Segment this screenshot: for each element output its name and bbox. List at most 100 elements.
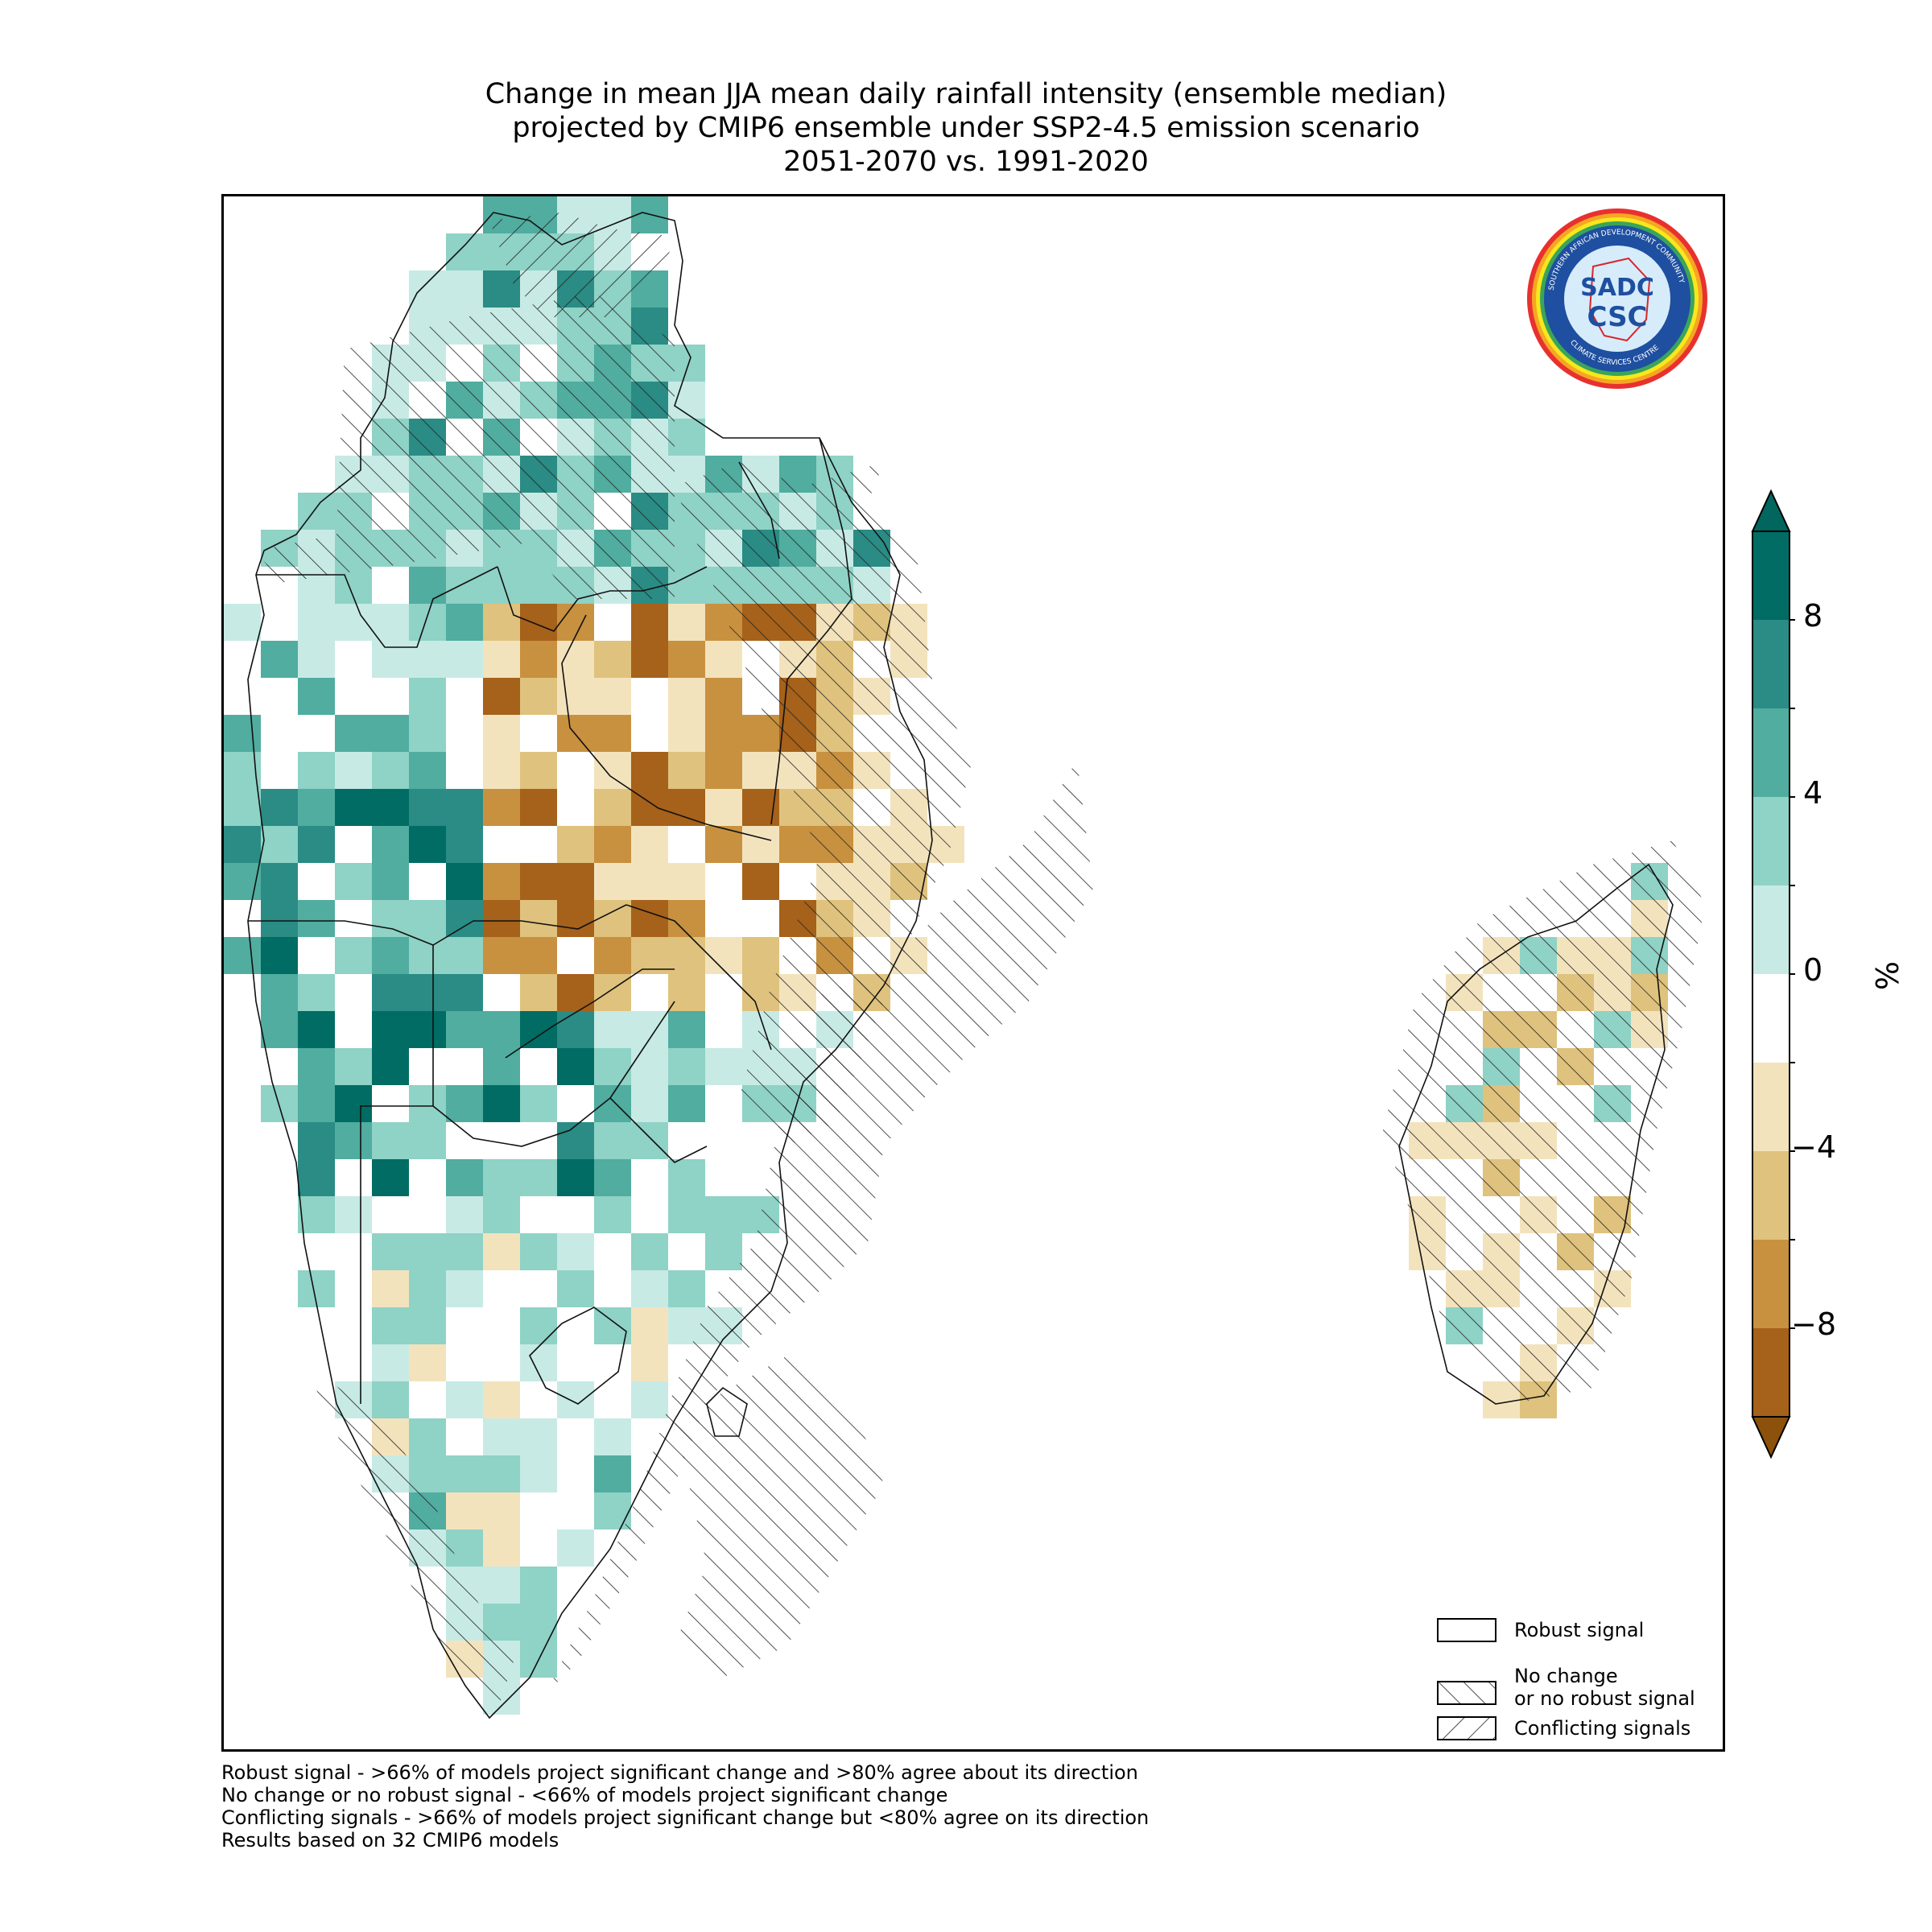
grid-cell [409,752,446,789]
grid-cell [594,1122,631,1159]
colorbar-unit-label: % [1870,960,1905,991]
grid-cell [520,604,557,641]
grid-cell [520,1011,557,1048]
grid-cell [335,1085,372,1122]
grid-cell [446,715,483,752]
grid-cell [483,974,520,1011]
grid-cell [668,752,705,789]
grid-cell [557,1011,594,1048]
grid-cell [335,900,372,937]
grid-cell [594,826,631,863]
grid-cell [594,1085,631,1122]
grid-cell [631,715,668,752]
grid-cell [298,1085,335,1122]
grid-cell [631,900,668,937]
grid-cell [224,863,261,900]
grid-cell [409,567,446,604]
grid-cell [520,900,557,937]
grid-cell [594,1196,631,1233]
grid-cell [594,1270,631,1307]
grid-cell [594,789,631,826]
grid-cell [409,641,446,678]
grid-cell [261,715,298,752]
grid-cell [483,567,520,604]
grid-cell [742,826,779,863]
grid-cell [335,937,372,974]
grid-cell [446,270,483,308]
footnote-4: Results based on 32 CMIP6 models [221,1829,559,1852]
grid-cell [298,1011,335,1048]
grid-cell [409,1196,446,1233]
grid-cell [446,567,483,604]
grid-cell [520,1455,557,1492]
grid-cell [742,937,779,974]
grid-cell [224,900,261,937]
colorbar-tick-4: 4 [1803,775,1823,811]
colorbar-segment [1752,797,1790,886]
grid-cell [335,715,372,752]
colorbar-under-extension [1751,1416,1791,1459]
title-line-3: 2051-2070 vs. 1991-2020 [783,146,1149,178]
grid-cell [668,937,705,974]
grid-cell [668,641,705,678]
hatch-region-east-africa [675,462,972,1146]
grid-cell [668,826,705,863]
grid-cell [631,1159,668,1196]
colorbar-tick-minus-8: −8 [1791,1307,1837,1342]
grid-cell [224,715,261,752]
grid-cell [224,789,261,826]
grid-cell [446,678,483,715]
title-line-1: Change in mean JJA mean daily rainfall i… [485,78,1447,110]
grid-cell [409,715,446,752]
hatch-region-south-africa-west [304,1364,514,1710]
grid-cell [446,1455,483,1492]
grid-cell [335,1233,372,1270]
grid-cell [520,974,557,1011]
grid-cell [705,1159,742,1196]
grid-cell [557,900,594,937]
grid-cell [520,1048,557,1085]
grid-cell [668,863,705,900]
grid-cell [520,1567,557,1604]
grid-cell [594,641,631,678]
grid-cell [372,1344,409,1381]
grid-cell [557,789,594,826]
grid-cell [520,1196,557,1233]
grid-cell [446,1492,483,1530]
grid-cell [298,937,335,974]
grid-cell [335,1122,372,1159]
grid-cell [298,641,335,678]
grid-cell [631,1122,668,1159]
grid-cell [261,863,298,900]
grid-cell [372,715,409,752]
grid-cell [668,1011,705,1048]
grid-cell [224,937,261,974]
grid-cell [668,678,705,715]
grid-cell [631,1196,668,1233]
map-panel [221,194,1725,1752]
grid-cell [446,604,483,641]
grid-cell [483,789,520,826]
grid-cell [409,974,446,1011]
grid-cell [409,1048,446,1085]
grid-cell [631,1344,668,1381]
grid-cell [298,1048,335,1085]
grid-cell [483,678,520,715]
grid-cell [705,900,742,937]
grid-cell [372,1085,409,1122]
grid-cell [298,752,335,789]
grid-cell [446,1085,483,1122]
grid-cell [446,1233,483,1270]
grid-cell [446,1270,483,1307]
grid-cell [557,1418,594,1455]
grid-cell [446,1159,483,1196]
grid-cell [483,826,520,863]
grid-cell [261,789,298,826]
grid-cell [557,1048,594,1085]
grid-cell [335,1270,372,1307]
grid-cell [372,1233,409,1270]
grid-cell [594,1381,631,1418]
grid-cell [372,604,409,641]
grid-cell [483,1233,520,1270]
grid-cell [631,641,668,678]
